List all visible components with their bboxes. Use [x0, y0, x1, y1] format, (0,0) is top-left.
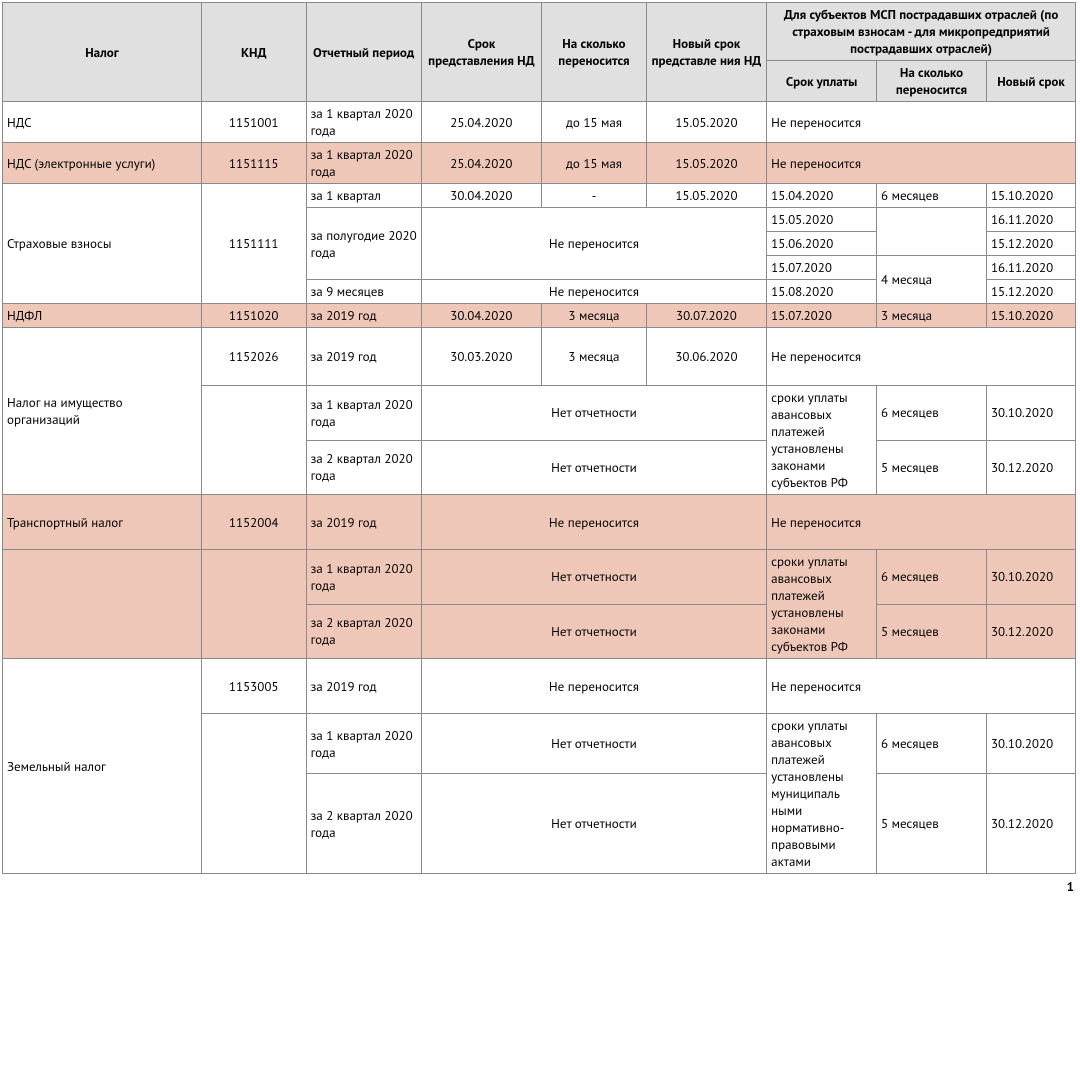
h-newdeadline: Новый срок представле ния НД: [646, 3, 766, 102]
table-row: НДС (электронные услуги) 1151115 за 1 кв…: [3, 143, 1076, 184]
table-row: Транспортный налог 1152004 за 2019 год Н…: [3, 495, 1076, 550]
h-knd: КНД: [201, 3, 306, 102]
h-tax: Налог: [3, 3, 202, 102]
h-deadline: Срок представления НД: [421, 3, 541, 102]
table-row: НДС 1151001 за 1 квартал 2020 года 25.04…: [3, 102, 1076, 143]
table-row: за 1 квартал 2020 года Нет отчетности ср…: [3, 550, 1076, 605]
tax-table: Налог КНД Отчетный период Срок представл…: [2, 2, 1076, 874]
h-msp: Для субъектов МСП пострадавших отраслей …: [767, 3, 1076, 61]
table-head: Налог КНД Отчетный период Срок представл…: [3, 3, 1076, 102]
table-row: Налог на имущество организаций 1152026 з…: [3, 328, 1076, 386]
h-period: Отчетный период: [306, 3, 421, 102]
h-payshift: На сколько переносится: [877, 61, 987, 102]
h-payterm: Срок уплаты: [767, 61, 877, 102]
h-shift: На сколько переносится: [542, 3, 647, 102]
table-row: Страховые взносы 1151111 за 1 квартал 30…: [3, 184, 1076, 208]
page-number: 1: [2, 878, 1080, 895]
table-row: Земельный налог 1153005 за 2019 год Не п…: [3, 659, 1076, 714]
h-newpay: Новый срок: [986, 61, 1075, 102]
table-row: НДФЛ 1151020 за 2019 год 30.04.2020 3 ме…: [3, 304, 1076, 328]
